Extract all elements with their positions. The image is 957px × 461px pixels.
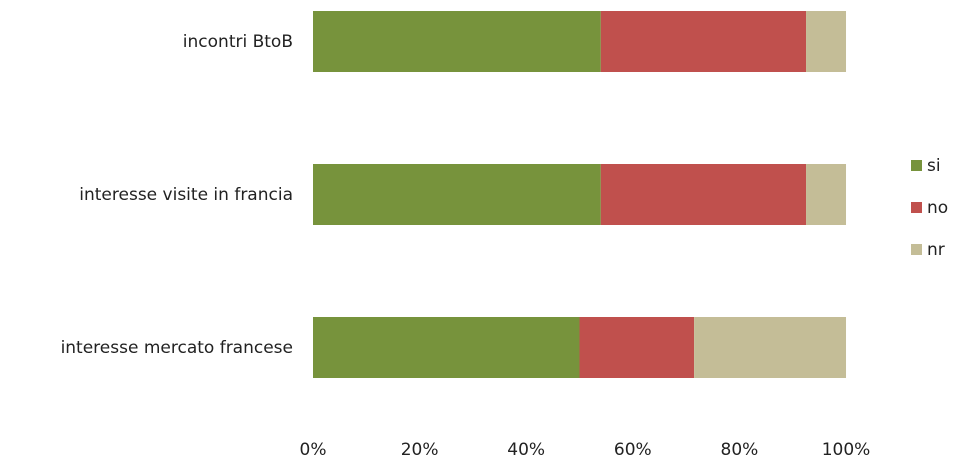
bar-segment-nr [806,164,847,225]
bar-segment-si [313,317,580,378]
x-tick-label: 0% [300,440,327,460]
bar-segment-si [313,11,601,72]
bar-segment-nr [806,11,847,72]
bar-segment-si [313,164,601,225]
x-tick-label: 100% [822,440,871,460]
category-label: interesse visite in francia [79,185,293,205]
bar-segment-no [600,164,807,225]
x-tick-label: 60% [614,440,652,460]
legend-label-nr: nr [927,240,945,260]
x-axis-tick-labels: 0% 20% 40% 60% 80% 100% [300,440,871,460]
x-tick-label: 20% [401,440,439,460]
category-label: incontri BtoB [183,32,293,52]
legend-label-no: no [927,198,948,218]
legend-swatch-si [911,160,922,171]
bar-segment-no [600,11,807,72]
category-labels: incontri BtoB interesse visite in franci… [61,32,293,358]
x-tick-label: 40% [507,440,545,460]
legend-label-si: si [927,156,941,176]
x-tick-label: 80% [721,440,759,460]
bar-segment-no [579,317,695,378]
legend-swatch-nr [911,244,922,255]
category-label: interesse mercato francese [61,338,293,358]
legend: si no nr [911,156,948,260]
bar-segments [313,11,847,378]
legend-swatch-no [911,202,922,213]
bar-segment-nr [694,317,847,378]
